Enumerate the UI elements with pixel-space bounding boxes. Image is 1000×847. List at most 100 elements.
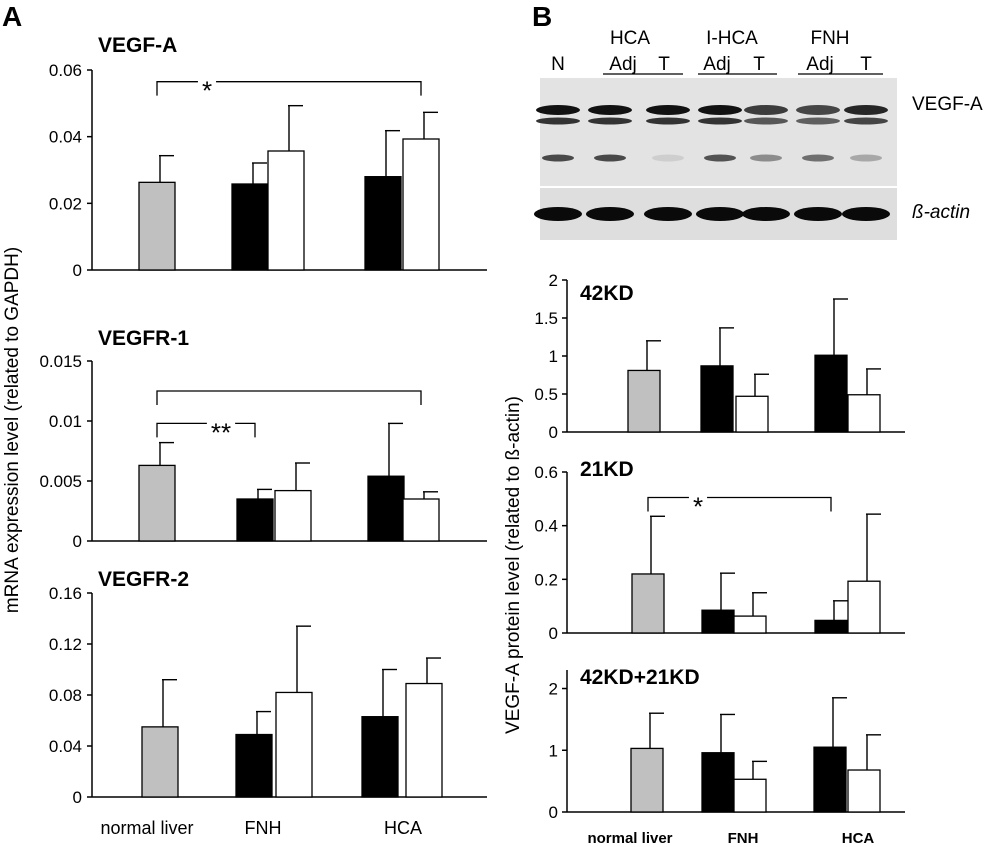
panel-a-label: A xyxy=(2,1,22,32)
bar-tumor xyxy=(847,580,881,634)
blot-band xyxy=(588,117,632,125)
bar-tumor xyxy=(733,778,767,813)
blot-band-actin xyxy=(842,207,890,221)
blot-band xyxy=(744,117,788,125)
blot-band xyxy=(850,154,882,162)
bar-adjacent xyxy=(700,365,734,433)
chart-42kd-21kd: 42KD+21KD 0 1 2 xyxy=(549,666,905,822)
bar-adjacent xyxy=(364,176,402,271)
blot-band-actin xyxy=(794,207,842,221)
bar-adjacent xyxy=(236,498,274,542)
blot-band xyxy=(542,154,574,162)
blot-bands xyxy=(534,105,890,221)
blot-band xyxy=(652,154,684,162)
significance-bracket xyxy=(156,390,422,405)
significance-gap xyxy=(206,421,236,426)
blot-group-label-fnh: FNH xyxy=(810,28,849,49)
blot-band-actin xyxy=(742,207,790,221)
y-tick-label: 0 xyxy=(73,788,82,807)
significance-marker: ** xyxy=(211,417,231,447)
panel-b-label: B xyxy=(532,1,552,32)
y-tick-label: 0.4 xyxy=(534,517,558,536)
y-tick-label: 0 xyxy=(549,423,558,442)
blot-lane-label: T xyxy=(658,54,670,75)
chart-21kd: 21KD 0 0.2 0.4 0.6 * xyxy=(534,458,905,643)
y-tick-label: 0.04 xyxy=(49,128,82,147)
significance-bracket xyxy=(156,422,256,438)
chart-title: 42KD+21KD xyxy=(580,666,700,689)
significance-gap xyxy=(688,495,708,500)
y-tick-label: 0.5 xyxy=(534,385,558,404)
blot-band-actin xyxy=(586,207,634,221)
bar-adjacent xyxy=(701,609,735,634)
blot-band xyxy=(698,105,742,115)
bar-normal xyxy=(141,726,179,798)
bar-normal xyxy=(630,747,664,813)
bar-adjacent xyxy=(367,475,405,542)
bar-tumor xyxy=(735,395,769,433)
y-tick-label: 0 xyxy=(73,532,82,551)
bar-tumor xyxy=(847,769,881,813)
blot-lane-label: Adj xyxy=(703,54,730,75)
bar-adjacent xyxy=(235,733,273,798)
bar-tumor xyxy=(274,489,312,542)
significance-marker: * xyxy=(202,76,212,106)
chart-title: VEGFR-2 xyxy=(98,568,189,591)
bar-adjacent xyxy=(814,354,848,433)
blot-membrane-vegfa xyxy=(540,78,897,186)
blot-lane-label: T xyxy=(753,54,765,75)
significance-marker: * xyxy=(693,491,703,521)
blot-band xyxy=(594,154,626,162)
blot-band xyxy=(844,105,888,115)
bar-normal xyxy=(631,573,665,634)
significance-gap xyxy=(197,79,217,84)
category-label-normal-b: normal liver xyxy=(587,830,672,847)
bar-tumor xyxy=(402,138,440,271)
y-tick-label: 0.6 xyxy=(534,463,558,482)
blot-band-actin xyxy=(534,207,582,221)
y-tick-label: 0.01 xyxy=(49,412,82,431)
chart-vegfr-1: VEGFR-1 0 0.005 0.01 0.015 ** xyxy=(39,327,487,551)
bar-adjacent xyxy=(814,619,848,634)
blot-band-label-vegfa: VEGF-A xyxy=(912,94,983,115)
bar-normal xyxy=(138,464,176,542)
chart-vegf-a: VEGF-A 0 0.02 0.04 0.06 * xyxy=(49,34,487,280)
y-axis-label-a: mRNA expression level (related to GAPDH) xyxy=(2,247,23,613)
y-tick-label: 1 xyxy=(549,347,558,366)
bar-tumor xyxy=(402,498,440,542)
blot-group-label-hca: HCA xyxy=(610,28,650,49)
western-blot: HCA I-HCA FNH N Adj T Adj T Adj T VEGF-A… xyxy=(534,28,983,240)
blot-band xyxy=(588,105,632,115)
blot-band-actin xyxy=(696,207,744,221)
y-tick-label: 0.015 xyxy=(39,352,82,371)
blot-lane-label: T xyxy=(860,54,872,75)
bar-adjacent xyxy=(701,752,735,813)
category-label-hca-b: HCA xyxy=(842,830,875,847)
bar-adjacent xyxy=(231,183,269,271)
blot-band xyxy=(646,105,690,115)
bar-normal xyxy=(138,181,176,271)
bar-tumor xyxy=(847,394,881,433)
y-tick-label: 0.16 xyxy=(49,584,82,603)
category-label-fnh-b: FNH xyxy=(728,830,759,847)
bar-adjacent xyxy=(361,716,399,798)
bar-tumor xyxy=(733,615,767,634)
y-tick-label: 0 xyxy=(549,803,558,822)
y-tick-label: 0.06 xyxy=(49,61,82,80)
blot-band xyxy=(646,117,690,125)
y-tick-label: 0.12 xyxy=(49,635,82,654)
y-tick-label: 1.5 xyxy=(534,309,558,328)
y-tick-label: 0.02 xyxy=(49,194,82,213)
y-tick-label: 0.005 xyxy=(39,472,82,491)
y-tick-label: 2 xyxy=(549,680,558,699)
chart-title: VEGF-A xyxy=(98,34,177,57)
blot-band xyxy=(698,117,742,125)
chart-title: 42KD xyxy=(580,282,634,305)
bar-tumor xyxy=(275,691,313,798)
y-tick-label: 0.04 xyxy=(49,737,82,756)
blot-band-label-actin: ß-actin xyxy=(912,202,970,223)
significance-bracket xyxy=(156,81,422,96)
category-label-hca-a: HCA xyxy=(384,818,422,838)
blot-lane-n: N xyxy=(551,54,565,75)
